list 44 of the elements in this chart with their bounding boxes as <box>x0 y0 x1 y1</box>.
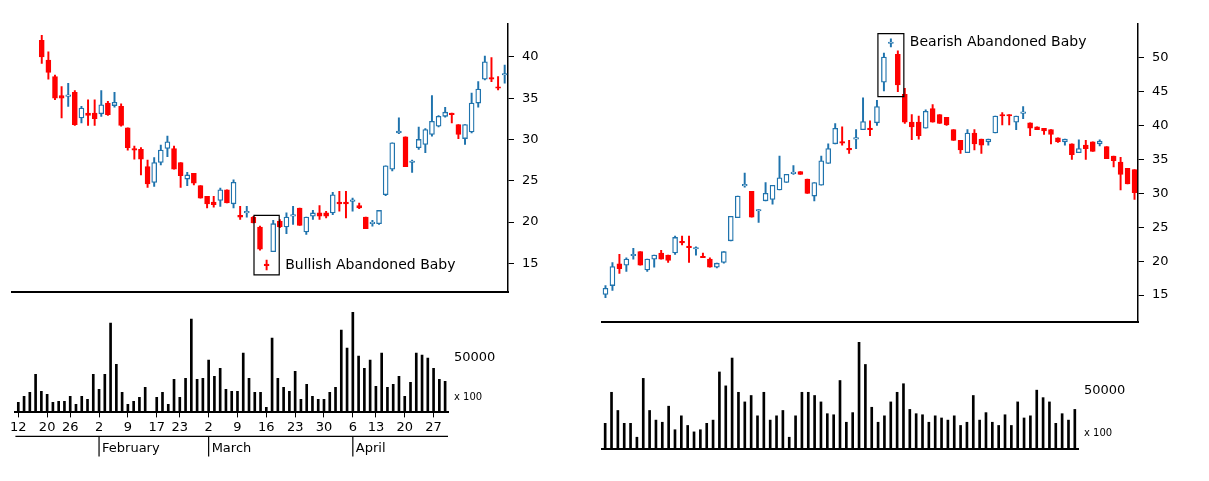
text: 50000 <box>454 348 496 364</box>
y-tick-label: 15 <box>522 254 539 270</box>
annotation: Bullish Abandoned Baby <box>285 255 456 272</box>
text: x 100 <box>1084 426 1113 438</box>
x-tick-label: 30 <box>315 418 333 434</box>
y-tick-label: 40 <box>522 48 539 64</box>
y-tick-label: 30 <box>1152 184 1169 200</box>
text: 50000 <box>1084 381 1126 397</box>
candlestick <box>853 129 859 149</box>
x-tick-label: 20 <box>396 418 414 434</box>
x-tick-label: 17 <box>148 418 165 434</box>
candlestick <box>488 57 495 82</box>
x-tick-label: 13 <box>367 418 385 434</box>
x-tick-label: 26 <box>61 418 79 434</box>
x-tick-label: 2 <box>204 418 213 434</box>
x-tick-label: 6 <box>348 418 357 434</box>
x-tick-label: 23 <box>286 418 304 434</box>
text: April <box>355 440 386 456</box>
x-tick-label: 12 <box>10 418 27 434</box>
x-tick-label: 27 <box>425 418 442 434</box>
x-tick-label: 9 <box>233 418 242 434</box>
y-tick-label: 20 <box>522 213 539 229</box>
y-tick-label: 40 <box>1152 116 1169 132</box>
x-tick-label: 9 <box>123 418 133 434</box>
candlestick <box>839 126 845 146</box>
text: x 100 <box>454 390 483 402</box>
y-tick-label: 35 <box>1152 150 1169 166</box>
y-tick-label: 35 <box>522 89 539 105</box>
candlestick <box>501 64 508 84</box>
y-tick-label: 25 <box>522 172 539 188</box>
annotation: Bearish Abandoned Baby <box>909 33 1087 50</box>
text: February <box>102 440 160 456</box>
y-tick-label: 30 <box>522 130 539 146</box>
y-tick-label: 50 <box>1152 49 1169 65</box>
candlestick <box>85 99 91 126</box>
text: March <box>211 440 252 456</box>
y-tick-label: 15 <box>1152 286 1169 302</box>
y-tick-label: 45 <box>1152 82 1169 98</box>
x-tick-label: 23 <box>171 418 189 434</box>
y-tick-label: 20 <box>1152 252 1169 268</box>
y-tick-label: 25 <box>1152 218 1169 234</box>
x-tick-label: 20 <box>38 418 56 434</box>
x-tick-label: 2 <box>94 418 104 434</box>
x-tick-label: 16 <box>258 418 275 434</box>
